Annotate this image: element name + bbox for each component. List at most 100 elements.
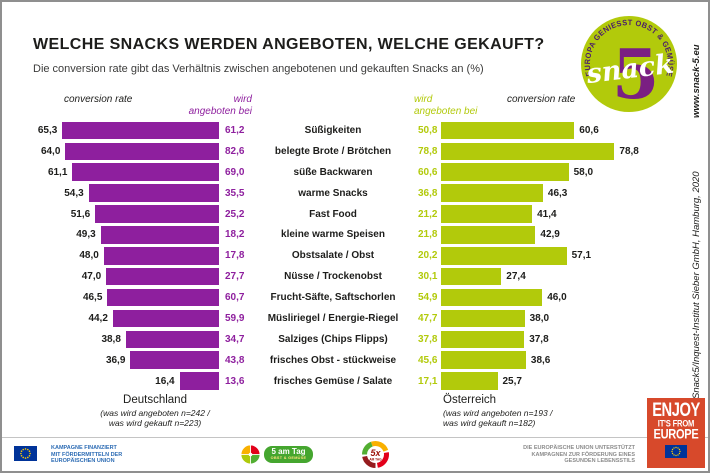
austria-label: Österreich <box>443 394 497 406</box>
germany-angeboten-value: 82,6 <box>225 145 245 157</box>
germany-bar <box>95 205 219 223</box>
germany-conversion-value: 61,1 <box>47 166 68 178</box>
austria-bar-area: 46,0 <box>437 288 669 307</box>
germany-bar <box>112 309 219 328</box>
austria-conversion-value: 27,4 <box>506 271 526 283</box>
austria-conversion-value: 25,7 <box>502 375 522 387</box>
austria-bar <box>441 247 567 265</box>
austria-bar-area: 38,6 <box>437 351 669 369</box>
germany-bar <box>130 351 219 369</box>
germany-conversion-value: 36,9 <box>105 354 126 366</box>
chart-row: 65,3 61,2 Süßigkeiten 50,8 60,6 <box>33 120 669 141</box>
germany-conversion-value: 44,2 <box>88 312 108 324</box>
germany-angeboten-value: 35,5 <box>225 187 245 199</box>
austria-bar <box>441 184 543 202</box>
austria-conversion-value: 60,6 <box>579 124 599 136</box>
austria-angeboten-value: 54,9 <box>418 292 438 304</box>
austria-conversion-value: 58,0 <box>573 166 594 178</box>
funding-line1: KAMPAGNE FINANZIERT <box>51 445 117 451</box>
five-am-tag-subtitle: OBST & GEMÜSE <box>270 456 307 460</box>
austria-conversion-value: 46,0 <box>547 292 567 304</box>
austria-bar <box>441 226 536 244</box>
eu-flag-icon <box>14 446 37 461</box>
germany-label: Deutschland <box>123 394 187 406</box>
page-subtitle: Die conversion rate gibt das Verhältnis … <box>33 63 484 75</box>
germany-bar <box>125 330 219 349</box>
germany-bar-area: 44,2 <box>33 309 219 328</box>
germany-conversion-value: 49,3 <box>76 229 96 241</box>
chart-row: 49,3 18,2 kleine warme Speisen 21,8 42,9 <box>33 224 669 245</box>
austria-bar-area: 27,4 <box>437 267 669 286</box>
austria-conversion-value: 46,3 <box>547 187 568 199</box>
chart-row: 44,2 59,9 Müsliriegel / Energie-Riegel 4… <box>33 308 669 329</box>
austria-bar-area: 57,1 <box>437 247 669 265</box>
austria-angeboten-header-line1: wird <box>414 94 433 105</box>
germany-bar-area: 51,6 <box>33 205 219 223</box>
germany-conversion-value: 16,4 <box>155 375 175 387</box>
austria-conversion-value: 78,8 <box>619 145 639 157</box>
austria-sample-note: (was wird angeboten n=193 / was wird gek… <box>443 408 552 428</box>
austria-bar <box>441 205 533 223</box>
germany-conversion-value: 47,0 <box>81 271 102 283</box>
austria-angeboten-value: 36,8 <box>418 187 438 199</box>
eu-flag-icon <box>665 445 687 458</box>
austria-angeboten-value: 21,8 <box>418 229 438 241</box>
austria-conversion-value: 42,9 <box>540 229 560 241</box>
five-x-subtitle: AM TAG <box>369 458 382 462</box>
germany-angeboten-value: 69,0 <box>225 166 245 178</box>
chart-row: 61,1 69,0 süße Backwaren 60,6 58,0 <box>33 162 669 183</box>
germany-bar-area: 46,5 <box>33 288 219 307</box>
germany-bar-area: 64,0 <box>33 142 219 161</box>
germany-sample-note: (was wird angeboten n=242 / was wird gek… <box>55 408 255 428</box>
germany-angeboten-value: 43,8 <box>225 354 245 366</box>
chart-row: 51,6 25,2 Fast Food 21,2 41,4 <box>33 204 669 225</box>
austria-angeboten-value: 21,2 <box>418 208 438 220</box>
category-label: Obstsalate / Obst <box>291 250 375 262</box>
germany-bar <box>103 247 219 265</box>
austria-bar <box>441 121 575 140</box>
category-label: belegte Brote / Brötchen <box>274 145 392 157</box>
enjoy-badge-line3: EUROPE <box>653 425 699 442</box>
austria-bar <box>441 351 526 369</box>
enjoy-badge-line2: IT'S FROM <box>657 418 695 429</box>
chart-row: 16,4 13,6 frisches Gemüse / Salate 17,1 … <box>33 371 669 392</box>
enjoy-badge-line1: ENJOY <box>652 400 700 421</box>
germany-conversion-value: 51,6 <box>70 208 91 220</box>
germany-conversion-value: 38,8 <box>101 333 121 345</box>
austria-bar <box>441 309 525 328</box>
austria-note-line1: (was wird angeboten n=193 / <box>443 408 553 418</box>
germany-bar <box>65 142 219 161</box>
five-am-tag-title: 5 am Tag <box>271 447 306 456</box>
germany-bar-area: 36,9 <box>33 351 219 369</box>
five-am-tag-pinwheel-icon <box>240 444 261 465</box>
germany-bar <box>100 226 219 244</box>
eu-support-text: DIE EUROPÄISCHE UNION UNTERSTÜTZT KAMPAG… <box>472 445 635 465</box>
germany-bar-area: 49,3 <box>33 226 219 244</box>
category-label: frisches Obst - stückweise <box>269 354 397 366</box>
germany-conversion-value: 65,3 <box>37 124 58 136</box>
chart-row: 46,5 60,7 Frucht-Säfte, Saftschorlen 54,… <box>33 287 669 308</box>
germany-bar <box>88 184 219 202</box>
austria-bar <box>441 267 502 286</box>
footer-bar: KAMPAGNE FINANZIERT MIT FÖRDERMITTELN DE… <box>2 437 708 471</box>
germany-angeboten-value: 34,7 <box>225 333 245 345</box>
germany-bar <box>62 121 219 140</box>
eu-campaign-funding-text: KAMPAGNE FINANZIERT MIT FÖRDERMITTELN DE… <box>51 445 122 465</box>
website-url: www.snack-5.eu <box>691 44 702 118</box>
category-label: Süßigkeiten <box>304 124 362 136</box>
germany-bar <box>179 372 219 390</box>
germany-note-line1: (was wird angeboten n=242 / <box>100 408 210 418</box>
austria-angeboten-value: 17,1 <box>418 375 438 387</box>
austria-conversion-value: 57,1 <box>571 250 592 262</box>
austria-angeboten-value: 45,6 <box>418 354 438 366</box>
austria-bar <box>441 330 525 349</box>
category-label: Fast Food <box>309 208 357 220</box>
germany-bar <box>107 288 219 307</box>
page-title: WELCHE SNACKS WERDEN ANGEBOTEN, WELCHE G… <box>33 36 545 53</box>
germany-bar-area: 48,0 <box>33 247 219 265</box>
category-label: süße Backwaren <box>293 166 373 178</box>
austria-angeboten-value: 37,8 <box>418 333 438 345</box>
austria-bar-area: 25,7 <box>437 372 669 390</box>
snack5-logo: EUROPA GENIESST OBST & GEMÜSE 5 snack <box>581 16 677 114</box>
